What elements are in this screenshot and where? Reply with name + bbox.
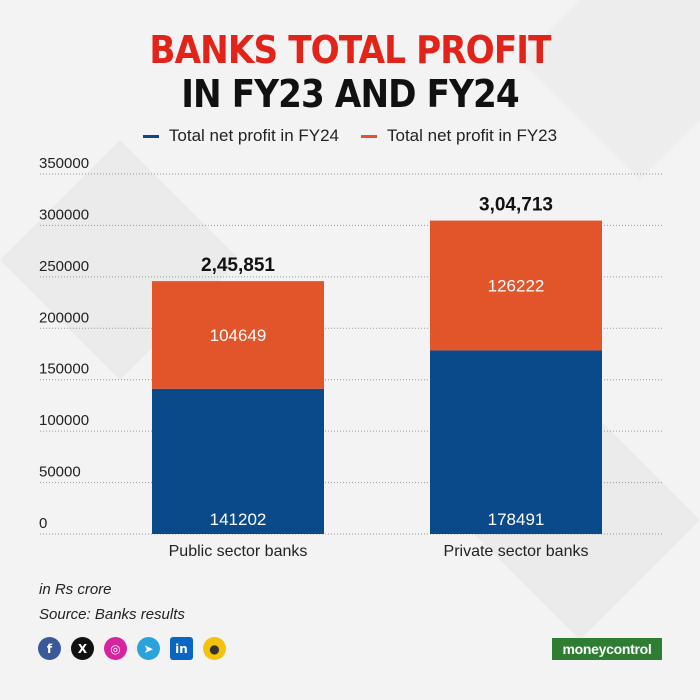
data-label: 104649 — [210, 326, 267, 345]
bar-1-series-0 — [430, 350, 602, 534]
instagram-icon[interactable]: ◎ — [104, 637, 127, 660]
facebook-icon[interactable]: f — [38, 637, 61, 660]
linkedin-icon[interactable]: in — [170, 637, 193, 660]
telegram-icon[interactable]: ➤ — [137, 637, 160, 660]
notes: in Rs crore Source: Banks results — [39, 577, 185, 627]
legend-swatch-fy24 — [142, 134, 159, 138]
koo-icon[interactable]: ● — [203, 637, 226, 660]
total-label: 2,45,851 — [201, 255, 275, 276]
chart-title: BANKS TOTAL PROFIT IN FY23 AND FY24 — [35, 28, 665, 116]
total-label: 3,04,713 — [479, 195, 553, 216]
data-label: 178491 — [488, 510, 545, 529]
unit-note: in Rs crore — [39, 581, 112, 598]
y-tick-label: 250000 — [39, 258, 89, 275]
bar-0-series-0 — [152, 388, 324, 534]
x-category-label: Private sector banks — [444, 543, 589, 560]
legend-item-fy23: Total net profit in FY23 — [361, 126, 557, 146]
bar-0-series-1 — [152, 281, 324, 389]
source-note: Source: Banks results — [39, 606, 185, 623]
y-tick-label: 300000 — [39, 206, 89, 223]
legend: Total net profit in FY24 Total net profi… — [0, 126, 700, 146]
legend-label-fy24: Total net profit in FY24 — [168, 126, 339, 145]
y-tick-label: 50000 — [39, 464, 81, 481]
title-line-1: BANKS TOTAL PROFIT — [149, 28, 551, 72]
bar-1-series-1 — [430, 220, 602, 351]
title-line-2: IN FY23 AND FY24 — [181, 72, 519, 116]
legend-label-fy23: Total net profit in FY23 — [387, 126, 558, 145]
data-label: 126222 — [488, 276, 545, 295]
social-icons: f X ◎ ➤ in ● — [38, 637, 226, 660]
y-tick-label: 350000 — [39, 155, 89, 172]
legend-item-fy24: Total net profit in FY24 — [142, 126, 339, 146]
moneycontrol-logo: moneycontrol — [552, 638, 662, 660]
x-category-label: Public sector banks — [169, 543, 308, 560]
legend-swatch-fy23 — [361, 134, 377, 138]
y-tick-label: 150000 — [39, 361, 89, 378]
y-tick-label: 0 — [39, 515, 47, 532]
data-label: 141202 — [210, 510, 267, 529]
x-icon[interactable]: X — [71, 637, 94, 660]
y-tick-label: 200000 — [39, 309, 89, 326]
y-tick-label: 100000 — [39, 412, 89, 429]
